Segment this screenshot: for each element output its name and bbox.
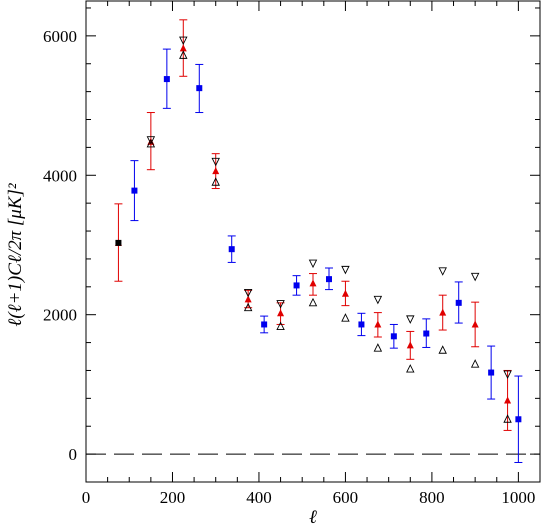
data-point-triangle [277,309,285,317]
data-point-open-triangle-down [243,288,253,298]
data-point-open-triangle-up [276,321,285,330]
y-tick-label: 4000 [43,166,77,185]
data-point-square [293,282,300,289]
data-marks [114,19,523,463]
data-point-open-triangle-down [179,36,188,46]
data-point-open-triangle-down [308,259,318,269]
data-point-open-triangle-down [146,136,156,145]
data-point-open-triangle-down [373,295,383,305]
data-point-triangle [471,320,479,328]
x-tick-label: 600 [333,488,359,507]
data-point-open-triangle-up [146,138,156,148]
data-point-triangle [374,320,382,328]
axis-ticks [85,1,540,482]
y-tick-label: 2000 [43,306,77,325]
data-point-square [423,330,430,337]
data-point-triangle [179,44,187,52]
y-tick-labels: 0 2000 4000 6000 [43,27,77,464]
x-tick-label: 0 [82,488,91,507]
data-point-open-triangle-down [276,300,285,309]
data-point-open-triangle-up [406,364,415,373]
data-point-open-triangle-up [503,414,512,423]
data-point-triangle [212,167,220,175]
data-point-triangle [244,295,252,303]
data-point-square [515,416,522,423]
data-point-square [390,333,397,340]
data-point-square [261,321,268,328]
data-point-square [196,85,203,92]
x-axis-label: ℓ [309,507,317,528]
y-tick-label: 6000 [43,27,77,46]
data-point-triangle [341,289,349,297]
data-point-triangle [406,341,414,349]
data-point-open-triangle-down [503,370,512,379]
plot-frame [85,0,541,483]
data-point-triangle [439,308,447,316]
x-tick-label: 200 [160,488,186,507]
x-tick-labels: 0 200 400 600 800 1000 [82,488,536,507]
data-point-open-triangle-down [406,315,415,324]
data-point-open-triangle-up [373,343,383,352]
data-point-square [228,246,235,253]
data-point-open-triangle-down [341,265,350,275]
data-point-open-triangle-up [341,313,350,322]
data-point-open-triangle-up [308,297,318,307]
x-tick-label: 1000 [501,488,535,507]
data-point-square [455,299,462,306]
data-point-square [115,239,122,246]
x-tick-label: 800 [419,488,445,507]
data-point-square [131,187,138,194]
data-point-triangle [309,279,317,287]
data-point-square [358,321,365,328]
data-point-open-triangle-down [470,272,480,282]
data-point-open-triangle-up [470,359,480,368]
data-point-open-triangle-down [438,267,447,276]
x-tick-label: 400 [246,488,272,507]
data-point-square [325,276,332,283]
data-point-open-triangle-down [211,157,220,167]
data-point-open-triangle-up [438,345,447,354]
y-tick-label: 0 [69,445,78,464]
data-point-open-triangle-up [179,50,188,59]
data-point-open-triangle-up [243,302,253,312]
data-point-square [163,76,170,83]
data-point-open-triangle-up [211,177,220,186]
data-point-square [488,369,495,376]
y-axis-label: ℓ(ℓ+1)Cℓ/2π [μK]² [5,183,26,326]
data-point-triangle [504,396,512,404]
